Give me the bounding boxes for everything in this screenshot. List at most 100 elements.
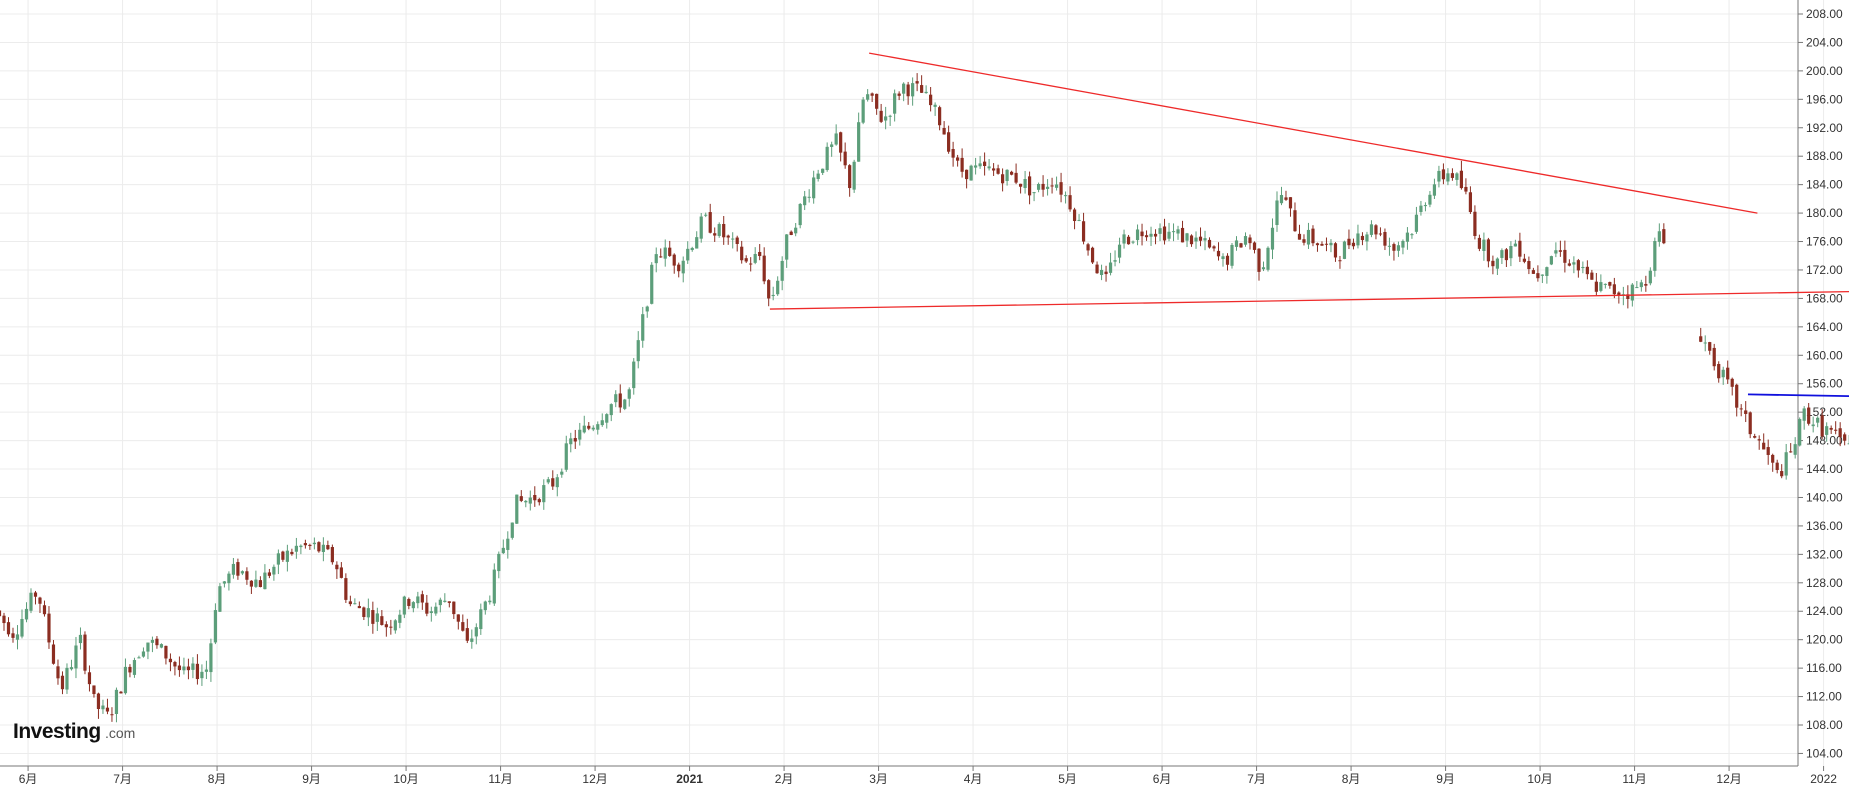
candle-body [1257,248,1261,272]
trendline-blue[interactable] [1747,393,1849,398]
candle-body [740,246,744,261]
candle-body [551,478,555,487]
candle-body [1005,169,1009,181]
candle-body [1838,428,1842,437]
y-tick-label: 196.00 [1806,92,1843,106]
candle-body [591,427,595,430]
candle-body [1798,419,1802,446]
candle-body [848,165,852,189]
candle-body [96,693,101,710]
candle-body [159,644,164,648]
candle-body [398,614,402,623]
candle-body [1780,471,1784,477]
candle-body [222,581,227,584]
candle-body [1144,235,1149,238]
candle-body [1527,261,1531,270]
y-tick-label: 176.00 [1806,235,1843,249]
candle-body [1221,256,1225,260]
candle-body [951,148,955,158]
candle-body [447,601,451,603]
candle-body [1504,249,1508,261]
candle-body [501,547,505,554]
candle-body [1635,287,1639,289]
candle-body [1383,231,1387,246]
candle-body [956,157,960,161]
candle-body [1834,429,1838,431]
candle-body [1608,282,1612,286]
candle-body [1320,243,1324,246]
candle-body [857,122,861,162]
y-tick-label: 116.00 [1806,661,1842,675]
candle-body [1847,443,1849,445]
candle-body [528,497,532,504]
trendline-red[interactable] [769,290,1849,310]
candle-body [60,675,65,690]
candle-body [708,212,712,233]
candle-body [290,551,294,555]
candle-body [1572,262,1576,265]
candle-body [1540,274,1544,276]
candle-body [1419,205,1423,212]
candle-body [1023,179,1027,189]
candle-body [321,544,325,553]
candle-body [1135,229,1140,241]
logo-main-text: Investing [13,720,101,743]
y-tick-label: 204.00 [1806,35,1843,49]
candle-body [695,237,699,249]
candle-body [555,477,559,488]
candle-body [137,657,141,659]
candle-body [1243,236,1248,245]
candle-body [119,691,123,694]
candle-body [20,618,24,637]
candle-body [510,522,514,538]
candle-body [542,485,546,503]
candle-body [546,479,550,483]
candle-body [1536,273,1540,279]
candle-body [650,264,654,304]
candle-body [114,689,119,715]
x-tick-label: 8月 [1342,772,1361,786]
candle-body [1198,236,1203,241]
candle-body [1554,250,1558,254]
candle-body [825,146,829,171]
candle-body [1617,292,1621,296]
candle-body [609,404,613,416]
x-tick-label: 3月 [869,772,888,786]
candle-body [1117,244,1122,258]
candle-body [794,227,798,234]
candle-body [1104,271,1108,275]
candle-body [776,280,780,295]
candle-body [474,627,478,637]
candle-body [1432,184,1437,196]
candle-body [263,572,267,590]
candle-body [1726,367,1730,380]
candle-body [1820,415,1824,437]
candle-body [560,471,564,475]
candle-body [69,667,74,670]
candle-body [281,551,285,560]
candle-body [1405,232,1410,242]
x-tick-label: 5月 [1058,772,1077,786]
candle-body [965,169,969,180]
trendline-red[interactable] [869,52,1758,214]
candle-body [1477,237,1482,249]
y-tick-label: 172.00 [1806,263,1843,277]
candle-body [875,93,879,109]
candle-body [416,596,420,604]
candle-body [812,177,816,199]
candle-body [276,553,280,565]
candle-body [1095,264,1099,274]
candle-body [564,443,568,470]
y-tick-label: 104.00 [1806,746,1843,760]
candle-body [1581,266,1585,269]
candle-body [384,624,388,628]
y-tick-label: 168.00 [1806,291,1843,305]
candle-body [218,586,222,612]
candle-body [1639,282,1643,288]
candle-body [681,260,685,274]
candle-body [353,603,357,605]
candle-body [1036,183,1041,190]
candle-body [992,168,996,171]
